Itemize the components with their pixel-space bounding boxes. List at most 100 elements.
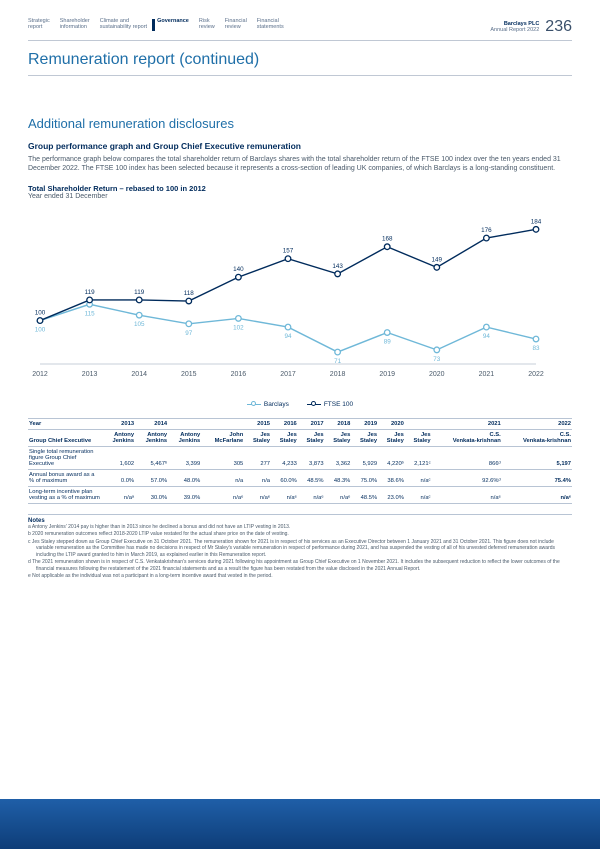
svg-text:184: 184 <box>531 218 542 225</box>
nav-tab[interactable]: Climate andsustainability report <box>100 18 147 31</box>
subsection-title: Group performance graph and Group Chief … <box>28 141 572 151</box>
table-cell: n/a <box>244 469 271 486</box>
svg-text:2022: 2022 <box>528 371 544 378</box>
chart-title: Total Shareholder Return – rebased to 10… <box>28 184 572 193</box>
svg-text:94: 94 <box>284 333 292 340</box>
table-cell: 3,399 <box>168 446 201 469</box>
table-row-label: Single total remuneration figure Group C… <box>28 446 102 469</box>
table-cell: 2,121ᶜ <box>405 446 432 469</box>
notes-list: a Antony Jenkins' 2014 pay is higher tha… <box>28 524 572 580</box>
table-cell: n/aᵉ <box>271 486 298 503</box>
legend-item: FTSE 100 <box>307 401 353 408</box>
svg-text:176: 176 <box>481 227 492 234</box>
report-title: Remuneration report (continued) <box>28 51 572 76</box>
table-cell: 57.0% <box>135 469 168 486</box>
nav-tab[interactable]: Financialstatements <box>257 18 284 31</box>
table-cell: 1,602 <box>102 446 135 469</box>
note-item: d The 2021 remuneration shown is in resp… <box>28 559 572 572</box>
nav-tab[interactable]: Shareholderinformation <box>60 18 90 31</box>
svg-text:102: 102 <box>233 324 244 331</box>
svg-text:2020: 2020 <box>429 371 445 378</box>
table-exec-name: C.S.Venkata-krishnan <box>432 429 502 446</box>
intro-paragraph: The performance graph below compares the… <box>28 155 572 174</box>
table-year: 2013 <box>102 418 135 429</box>
table-year-label: Year <box>28 418 102 429</box>
svg-text:100: 100 <box>35 326 46 333</box>
svg-text:100: 100 <box>35 309 46 316</box>
legend-item: Barclays <box>247 401 289 408</box>
note-item: c Jes Staley stepped down as Group Chief… <box>28 539 572 559</box>
table-cell: n/aᵉ <box>502 486 572 503</box>
svg-text:149: 149 <box>432 256 443 263</box>
table-exec-name: JesStaley <box>351 429 378 446</box>
table-cell: 866ᵈ <box>432 446 502 469</box>
table-exec-name: JesStaley <box>325 429 352 446</box>
svg-text:2013: 2013 <box>82 371 98 378</box>
note-item: b 2020 remuneration outcomes reflect 201… <box>28 531 572 538</box>
svg-text:105: 105 <box>134 321 145 328</box>
table-cell: n/aᶜ <box>405 486 432 503</box>
svg-text:119: 119 <box>134 289 145 296</box>
table-exec-name: AntonyJenkins <box>135 429 168 446</box>
table-cell: 277 <box>244 446 271 469</box>
table-exec-name: JohnMcFarlane <box>201 429 244 446</box>
page-number: 236 <box>545 18 572 36</box>
table-cell: 305 <box>201 446 244 469</box>
nav-tab[interactable]: Financialreview <box>225 18 247 31</box>
table-cell: 3,362 <box>325 446 352 469</box>
table-cell: 48.0% <box>168 469 201 486</box>
table-cell: 4,220ᵇ <box>378 446 405 469</box>
table-exec-name: JesStaley <box>405 429 432 446</box>
nav-tab[interactable]: Governance <box>157 18 189 24</box>
table-cell: 60.0% <box>271 469 298 486</box>
svg-text:119: 119 <box>85 289 96 296</box>
table-exec-name: C.S.Venkata-krishnan <box>502 429 572 446</box>
nav-tab[interactable]: Riskreview <box>199 18 215 31</box>
table-cell: n/aᵉ <box>432 486 502 503</box>
note-item: e Not applicable as the individual was n… <box>28 573 572 580</box>
table-year: 2015 <box>168 418 271 429</box>
table-year: 2014 <box>135 418 168 429</box>
svg-text:115: 115 <box>85 310 96 317</box>
table-cell: n/aᵉ <box>201 486 244 503</box>
table-cell: 4,233 <box>271 446 298 469</box>
table-year: 2017 <box>298 418 325 429</box>
table-exec-name: JesStaley <box>378 429 405 446</box>
nav-tab[interactable]: Strategicreport <box>28 18 50 31</box>
table-cell: 48.5% <box>298 469 325 486</box>
svg-text:118: 118 <box>184 290 195 297</box>
table-exec-name: JesStaley <box>244 429 271 446</box>
table-year: 2020 <box>378 418 405 429</box>
svg-text:2014: 2014 <box>131 371 147 378</box>
svg-text:157: 157 <box>283 248 294 255</box>
table-cell: 5,197 <box>502 446 572 469</box>
svg-text:2017: 2017 <box>280 371 296 378</box>
note-item: a Antony Jenkins' 2014 pay is higher tha… <box>28 524 572 531</box>
table-cell: 92.6%ᵈ <box>432 469 502 486</box>
remuneration-table: Year201320142015201620172018201920202021… <box>28 418 572 504</box>
table-cell: 0.0% <box>102 469 135 486</box>
table-cell: 30.0% <box>135 486 168 503</box>
svg-text:89: 89 <box>384 338 392 345</box>
svg-text:71: 71 <box>334 358 342 365</box>
section-title: Additional remuneration disclosures <box>28 116 572 131</box>
table-cell: n/aᵉ <box>298 486 325 503</box>
svg-text:168: 168 <box>382 236 393 243</box>
table-row-label: Annual bonus award as a % of maximum <box>28 469 102 486</box>
table-year: 2021 <box>405 418 502 429</box>
table-exec-name: AntonyJenkins <box>102 429 135 446</box>
table-cell: 23.0% <box>378 486 405 503</box>
svg-text:140: 140 <box>233 266 244 273</box>
svg-text:83: 83 <box>532 345 540 352</box>
table-exec-name: JesStaley <box>271 429 298 446</box>
table-cell: 48.3% <box>325 469 352 486</box>
svg-text:73: 73 <box>433 356 441 363</box>
table-cell: 38.6% <box>378 469 405 486</box>
chart-legend: Barclays FTSE 100 <box>28 401 572 408</box>
svg-text:2018: 2018 <box>330 371 346 378</box>
svg-text:2021: 2021 <box>479 371 495 378</box>
table-cell: 3,873 <box>298 446 325 469</box>
table-cell: n/aᵉ <box>325 486 352 503</box>
table-exec-name: JesStaley <box>298 429 325 446</box>
svg-text:2015: 2015 <box>181 371 197 378</box>
